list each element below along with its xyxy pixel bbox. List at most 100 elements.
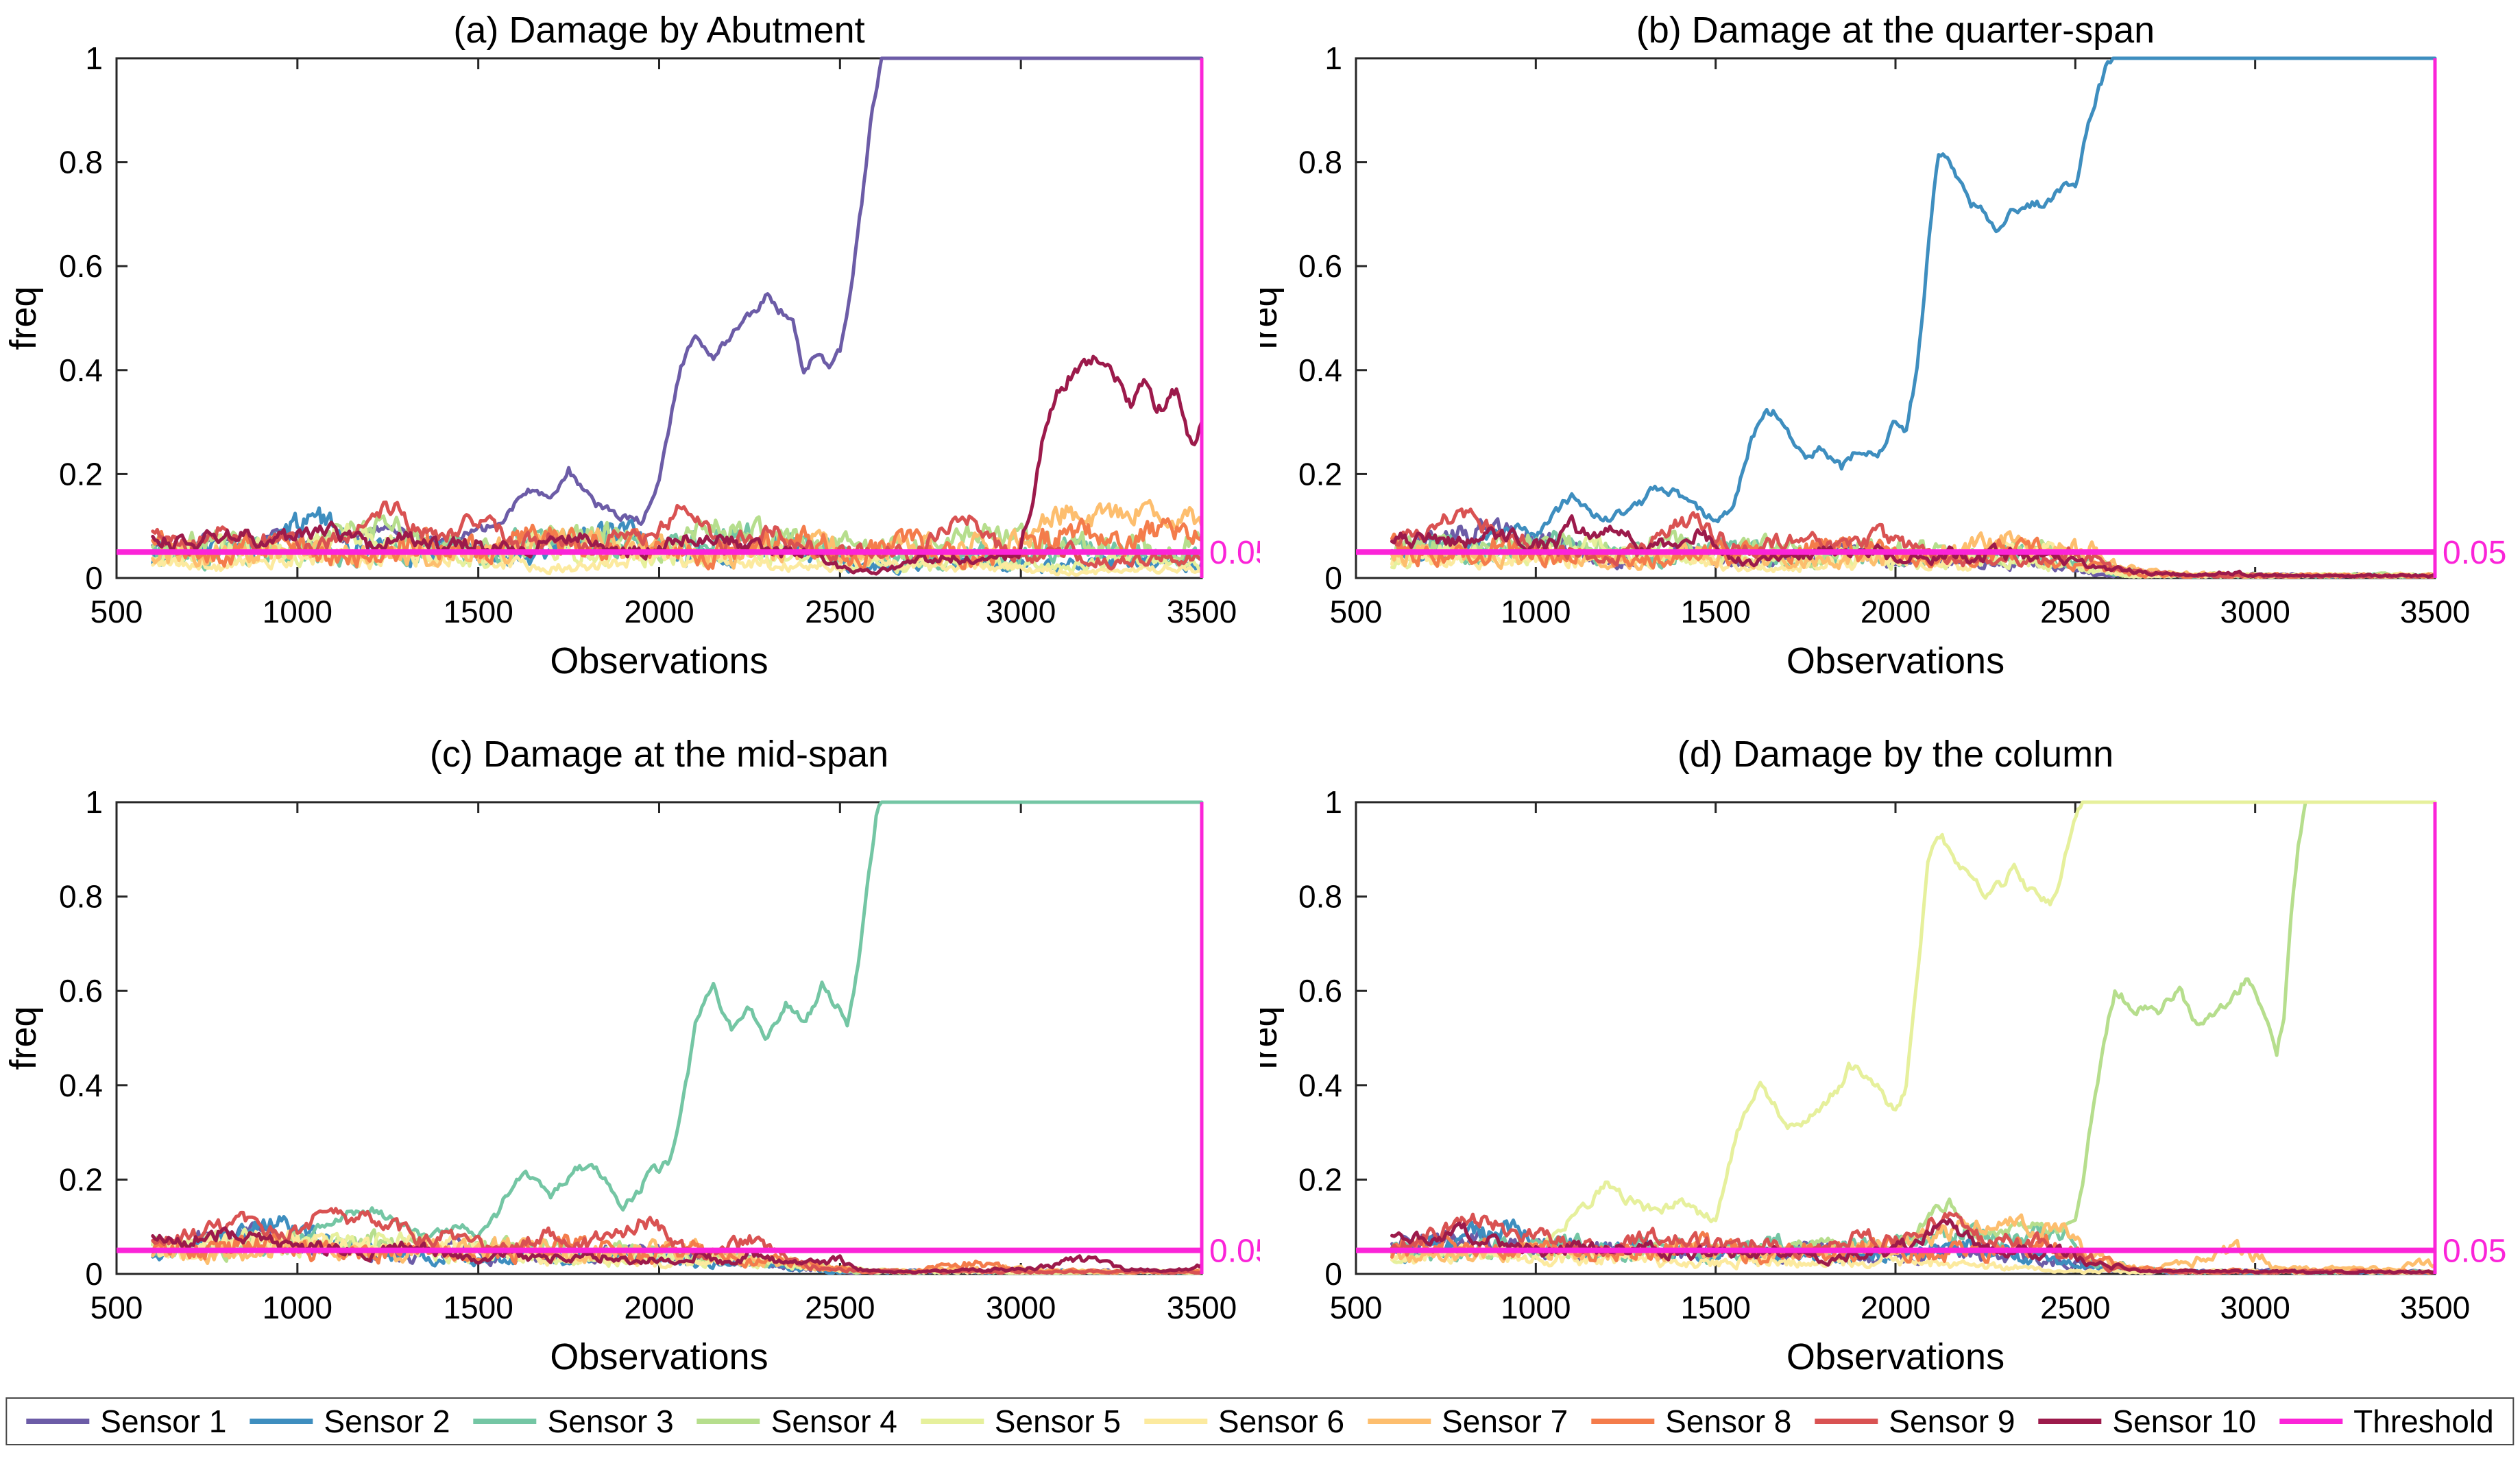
y-axis-ticks: 0 0.2 0.4 0.6 0.8 1 [59,784,128,1292]
legend-swatch-icon [920,1419,984,1424]
panel-d-title: (d) Damage by the column [1677,734,2113,775]
series-sensor-4 [1390,800,2437,1261]
plot-box [115,801,1203,1275]
legend-item-sensor-2: Sensor 2 [250,1406,450,1437]
svg-text:1: 1 [85,784,103,820]
legend-swatch-icon [26,1419,90,1424]
panel-b-title: (b) Damage at the quarter-span [1636,10,2155,51]
svg-text:0.4: 0.4 [59,352,103,388]
figure-legend: Sensor 1 Sensor 2 Sensor 3 Sensor 4 Sensor 5… [5,1397,2515,1445]
svg-text:3000: 3000 [986,1290,1056,1325]
legend-item-sensor-1: Sensor 1 [26,1406,226,1437]
series-sensor-8 [151,517,1204,570]
svg-text:2000: 2000 [624,594,694,629]
svg-text:0: 0 [85,560,103,596]
svg-text:0.2: 0.2 [1298,1161,1342,1197]
legend-swatch-icon [1143,1419,1207,1424]
y-axis-label: freq [1260,286,1285,350]
y-axis-label: freq [3,286,44,350]
svg-text:2500: 2500 [2040,1290,2110,1325]
y-axis-label: freq [1260,1006,1285,1070]
svg-text:0.8: 0.8 [1298,145,1342,180]
svg-text:3500: 3500 [2400,594,2470,629]
legend-item-sensor-3: Sensor 3 [473,1404,674,1439]
legend-label: Sensor 5 [994,1404,1121,1439]
svg-text:0.4: 0.4 [1298,352,1342,388]
svg-text:3000: 3000 [2220,594,2290,629]
legend-swatch-icon [250,1419,313,1424]
panel-a-chart: (a) Damage by Abutment Observations freq 50… [3,10,1260,682]
legend-label: Sensor 3 [547,1404,674,1439]
legend-label: Sensor 8 [1665,1404,1792,1439]
x-axis-label: Observations [550,640,768,682]
y-axis-ticks: 0 0.2 0.4 0.6 0.8 1 [1298,40,1367,596]
svg-text:2500: 2500 [805,594,875,629]
svg-text:1: 1 [1324,40,1342,76]
series-sensor-9 [151,501,1204,571]
svg-text:1: 1 [85,40,103,76]
legend-label: Sensor 9 [1889,1404,2015,1439]
svg-text:0.8: 0.8 [59,879,103,915]
legend-label: Sensor 1 [100,1404,227,1439]
panel-a-title: (a) Damage by Abutment [453,10,864,51]
svg-text:0.6: 0.6 [1298,973,1342,1009]
svg-text:2000: 2000 [1861,594,1930,629]
svg-text:1500: 1500 [1680,594,1750,629]
x-axis-ticks: 500 1000 1500 2000 2500 3000 3500 [90,802,1237,1325]
plot-box [115,57,1203,579]
x-axis-ticks: 500 1000 1500 2000 2500 3000 3500 [1330,802,2470,1325]
svg-text:0.4: 0.4 [1298,1068,1342,1103]
svg-text:0: 0 [85,1256,103,1292]
svg-text:1500: 1500 [443,1290,513,1325]
svg-text:3000: 3000 [2220,1290,2290,1325]
svg-text:3500: 3500 [1167,594,1237,629]
x-axis-label: Observations [550,1336,768,1377]
threshold-annotation: 0.05 [1209,1233,1260,1270]
panel-c-title: (c) Damage at the mid-span [430,734,888,775]
legend-swatch-icon [2279,1419,2343,1424]
legend-swatch-icon [1368,1419,1431,1424]
legend-label: Sensor 2 [324,1404,450,1439]
svg-text:3500: 3500 [1167,1290,1237,1325]
series-sensor-2 [1390,56,2437,562]
legend-label: Sensor 7 [1442,1404,1568,1439]
svg-text:1: 1 [1324,784,1342,820]
svg-text:1500: 1500 [443,594,513,629]
legend-label: Sensor 6 [1217,1404,1345,1439]
legend-label: Sensor 10 [2112,1404,2257,1439]
svg-text:2500: 2500 [805,1290,875,1325]
svg-text:0.6: 0.6 [1298,248,1342,284]
svg-text:0.2: 0.2 [1298,456,1342,492]
svg-text:1000: 1000 [263,1290,332,1325]
panel-d-chart: (d) Damage by the column Observations freq… [1260,734,2506,1377]
series-sensor-10 [151,354,1204,576]
y-axis-ticks: 0 0.2 0.4 0.6 0.8 1 [59,40,128,596]
legend-item-sensor-8: Sensor 8 [1591,1406,1791,1437]
legend-swatch-icon [1591,1419,1655,1424]
legend-item-sensor-9: Sensor 9 [1815,1406,2015,1437]
svg-text:1000: 1000 [1501,1290,1571,1325]
y-axis-label: freq [3,1006,44,1070]
svg-text:0: 0 [1324,560,1342,596]
series-sensor-3 [151,800,1204,1258]
series-sensor-10 [1390,514,2437,579]
svg-text:3000: 3000 [986,594,1056,629]
svg-text:0.2: 0.2 [59,456,103,492]
svg-text:0.4: 0.4 [59,1068,103,1103]
threshold-annotation: 0.05 [2443,1233,2506,1270]
svg-text:1000: 1000 [263,594,332,629]
legend-label: Sensor 4 [771,1404,897,1439]
legend-swatch-icon [696,1419,760,1424]
svg-text:2000: 2000 [624,1290,694,1325]
legend-item-sensor-10: Sensor 10 [2038,1406,2256,1437]
panel-b-chart: (b) Damage at the quarter-span Observatio… [1260,10,2506,682]
legend-item-sensor-7: Sensor 7 [1368,1406,1568,1437]
svg-text:500: 500 [1330,1290,1383,1325]
svg-text:2000: 2000 [1861,1290,1930,1325]
x-axis-label: Observations [1786,640,2004,682]
svg-text:1000: 1000 [1501,594,1571,629]
threshold-annotation: 0.05 [1209,535,1260,571]
svg-text:500: 500 [90,594,143,629]
svg-text:0.2: 0.2 [59,1161,103,1197]
